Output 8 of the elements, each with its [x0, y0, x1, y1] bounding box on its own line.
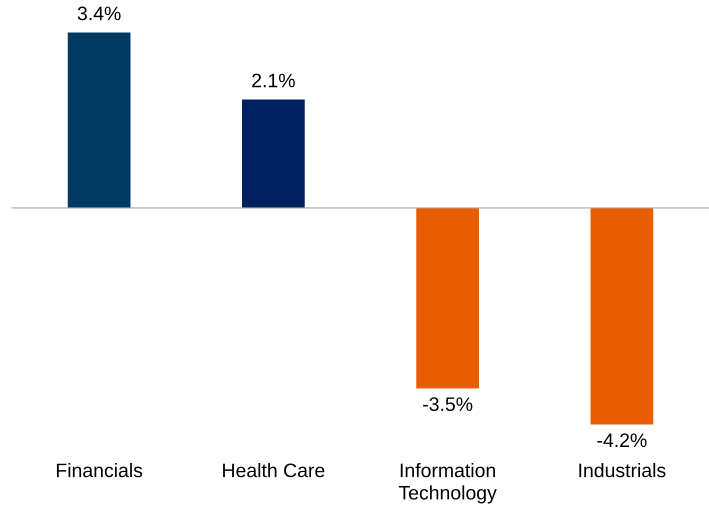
data-label: -4.2% [597, 433, 647, 448]
data-label: 3.4% [78, 6, 121, 20]
x-tick-label: Financials [56, 462, 142, 478]
x-tick-label: Industrials [579, 462, 666, 478]
x-tick-label: Health Care [223, 462, 324, 478]
data-label: 2.1% [252, 74, 295, 88]
data-label: -3.5% [423, 397, 472, 412]
x-tick-label: Information Technology [398, 462, 497, 504]
